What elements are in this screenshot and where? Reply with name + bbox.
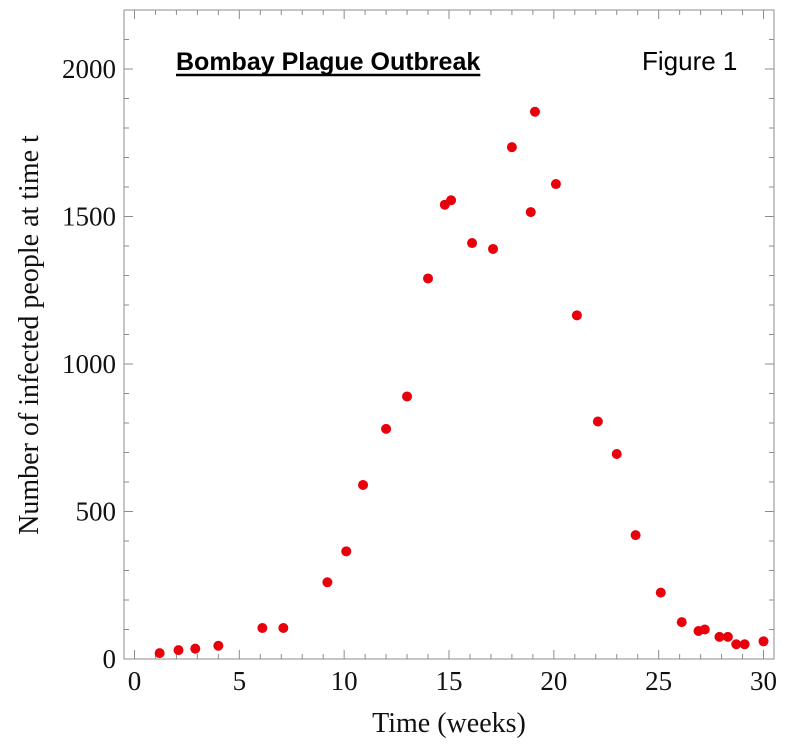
y-tick-label: 1500	[62, 202, 116, 232]
x-axis-title: Time (weeks)	[372, 708, 526, 739]
data-point	[739, 639, 750, 650]
plot-frame	[123, 9, 775, 660]
data-point	[190, 643, 201, 654]
data-point	[322, 577, 333, 588]
data-point	[529, 106, 540, 117]
data-point	[592, 416, 603, 427]
data-point	[358, 479, 369, 490]
data-points	[154, 106, 769, 659]
data-point	[550, 179, 561, 190]
data-point	[154, 648, 165, 659]
data-point	[525, 207, 536, 218]
data-point	[731, 639, 742, 650]
y-tick-label: 500	[76, 497, 117, 527]
y-tick-label: 0	[103, 644, 117, 674]
x-tick-label: 0	[128, 666, 142, 696]
axis-ticks	[124, 9, 774, 660]
data-point	[423, 273, 434, 284]
x-tick-label: 5	[233, 666, 247, 696]
data-point	[257, 623, 268, 634]
data-point	[446, 195, 457, 206]
figure-label: Figure 1	[642, 46, 737, 76]
data-point	[278, 623, 289, 634]
data-point	[213, 640, 224, 651]
y-axis-title: Number of infected people at time t	[14, 135, 45, 535]
data-point	[571, 310, 582, 321]
data-point	[173, 645, 184, 656]
x-tick-label: 30	[750, 666, 777, 696]
data-point	[467, 238, 478, 249]
data-point	[630, 530, 641, 541]
data-point	[341, 546, 352, 557]
data-point	[402, 391, 413, 402]
chart-title: Bombay Plague Outbreak	[176, 48, 480, 76]
data-point	[655, 587, 666, 598]
data-point	[381, 423, 392, 434]
y-tick-label: 2000	[62, 54, 116, 84]
axis-tick-labels: 0 5 10 15 20 25 30 0 500 1000 1500 2000	[62, 54, 777, 696]
data-point	[714, 631, 725, 642]
data-point	[676, 617, 687, 628]
data-point	[758, 636, 769, 647]
x-tick-label: 10	[331, 666, 358, 696]
data-point	[506, 142, 517, 153]
x-tick-label: 15	[436, 666, 463, 696]
x-tick-label: 20	[540, 666, 567, 696]
data-point	[722, 631, 733, 642]
data-point	[611, 448, 622, 459]
x-tick-label: 25	[645, 666, 672, 696]
data-point	[699, 624, 710, 635]
y-tick-label: 1000	[62, 349, 116, 379]
data-point	[488, 243, 499, 254]
